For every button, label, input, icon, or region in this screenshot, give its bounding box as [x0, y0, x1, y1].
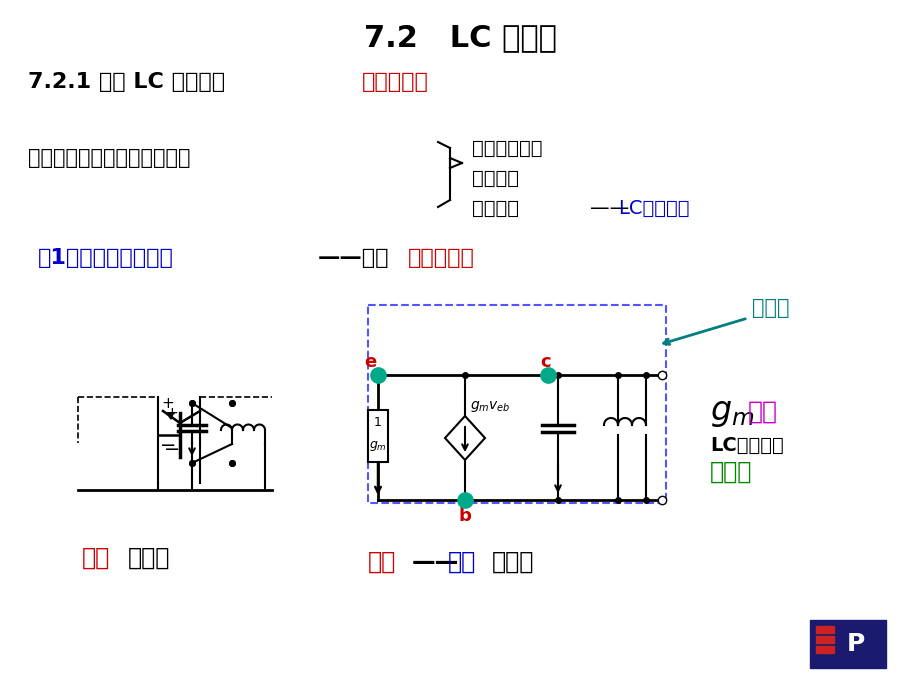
Text: 放大器: 放大器: [492, 550, 534, 574]
Text: b: b: [458, 507, 471, 525]
Text: 保证正反馈: 保证正反馈: [407, 248, 474, 268]
Text: $g_m$: $g_m$: [709, 395, 754, 428]
Text: 共基: 共基: [82, 546, 110, 570]
Text: ——: ——: [589, 199, 629, 217]
Text: 反馈网络: 反馈网络: [471, 168, 518, 188]
Text: +: +: [162, 395, 175, 411]
Bar: [809, 620, 885, 668]
Text: ——必须: ——必须: [318, 248, 389, 268]
Text: 正反馈: 正反馈: [751, 298, 789, 318]
FancyBboxPatch shape: [368, 410, 388, 462]
Text: −: −: [164, 440, 180, 458]
Text: −: −: [160, 435, 176, 455]
Text: $g_m v_{eb}$: $g_m v_{eb}$: [470, 399, 510, 413]
Text: 晶体管放大器: 晶体管放大器: [471, 139, 542, 157]
Text: 放大器: 放大器: [128, 546, 170, 570]
Text: 选频网络: 选频网络: [471, 199, 518, 217]
Text: 7.2   LC 振荡器: 7.2 LC 振荡器: [363, 23, 556, 52]
Text: 1: 1: [374, 415, 381, 428]
Text: +: +: [165, 406, 178, 420]
Text: ——: ——: [412, 550, 459, 574]
Bar: [815, 636, 834, 643]
Text: 共基: 共基: [368, 550, 396, 574]
Bar: [815, 646, 834, 653]
Bar: [815, 626, 834, 633]
Text: LC回路谐振: LC回路谐振: [709, 435, 783, 455]
Text: P: P: [846, 632, 864, 656]
Text: 同相: 同相: [448, 550, 476, 574]
Text: 两个注意点: 两个注意点: [361, 72, 428, 92]
Text: 7.2.1 构成 LC 振荡器的: 7.2.1 构成 LC 振荡器的: [28, 72, 225, 92]
Text: e: e: [364, 353, 376, 371]
Text: $g_m$: $g_m$: [369, 439, 387, 453]
Text: 实数: 实数: [747, 400, 777, 424]
Text: 构成反馈型振荡器的三个部分: 构成反馈型振荡器的三个部分: [28, 148, 190, 168]
Text: （1）反馈电压的提取: （1）反馈电压的提取: [38, 248, 174, 268]
Text: LC谐振回路: LC谐振回路: [618, 199, 688, 217]
Text: 纯电阻: 纯电阻: [709, 460, 752, 484]
Text: c: c: [540, 353, 550, 371]
